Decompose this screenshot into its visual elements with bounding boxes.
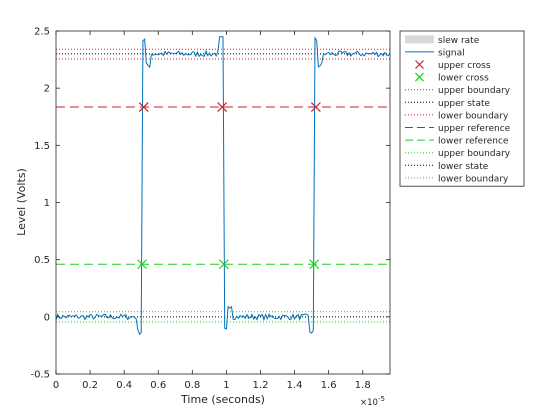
legend-label: upper state bbox=[438, 99, 490, 109]
x-tick-label: 1.4 bbox=[287, 380, 303, 391]
legend: slew rate signal upper cross lower cross upp… bbox=[399, 30, 525, 187]
x-tick-label: 1.2 bbox=[253, 380, 269, 391]
y-axis-label: Level (Volts) bbox=[15, 168, 28, 236]
legend-label: signal bbox=[438, 48, 465, 58]
legend-item: lower boundary bbox=[405, 174, 509, 184]
legend-item: lower reference bbox=[405, 137, 509, 147]
x-tick-label: 0.2 bbox=[82, 380, 98, 391]
upper-cross-marker bbox=[138, 102, 149, 112]
upper-cross-marker bbox=[217, 102, 228, 112]
legend-label: lower boundary bbox=[438, 174, 509, 184]
x-tick-label: 0.8 bbox=[184, 380, 200, 391]
legend-label: upper boundary bbox=[438, 149, 511, 159]
legend-swatch bbox=[415, 72, 424, 82]
plot-area bbox=[56, 36, 390, 336]
lower-cross-marker bbox=[309, 259, 320, 270]
x-tick-label: 0.4 bbox=[116, 380, 132, 391]
lower-cross-marker bbox=[218, 259, 229, 270]
legend-label: lower cross bbox=[438, 74, 489, 84]
legend-label: lower state bbox=[438, 162, 489, 172]
legend-item: upper state bbox=[405, 99, 490, 109]
y-tick-label: 0 bbox=[44, 312, 50, 323]
legend-item: lower boundary bbox=[405, 111, 509, 121]
legend-item: upper cross bbox=[415, 60, 491, 71]
x-tick-label: 1.6 bbox=[321, 380, 337, 391]
x-tick-label: 1 bbox=[223, 380, 229, 391]
legend-swatch bbox=[405, 35, 434, 44]
legend-box bbox=[399, 30, 525, 187]
legend-item: lower cross bbox=[415, 72, 489, 84]
legend-item: upper boundary bbox=[405, 86, 511, 96]
legend-label: upper boundary bbox=[438, 86, 511, 96]
legend-label: upper reference bbox=[438, 124, 511, 134]
x-tick-label: 0.6 bbox=[150, 380, 166, 391]
legend-label: slew rate bbox=[438, 36, 480, 46]
y-tick-label: 1.5 bbox=[34, 141, 50, 152]
legend-item: slew rate bbox=[405, 35, 480, 46]
upper-cross-marker bbox=[310, 102, 321, 112]
x-tick-label: 1.8 bbox=[355, 380, 371, 391]
y-tick-label: -0.5 bbox=[30, 370, 50, 381]
signal-line bbox=[56, 36, 390, 336]
legend-item: upper boundary bbox=[405, 149, 511, 159]
axes: 0 0.2 0.4 0.6 0.8 1 1.2 1.4 1.6 1.8-0.500.511.522… bbox=[30, 27, 391, 391]
legend-label: upper cross bbox=[438, 61, 491, 71]
y-tick-label: 2.5 bbox=[34, 27, 50, 38]
lower-cross-marker bbox=[137, 259, 147, 270]
x-axis-label: Time (seconds) bbox=[180, 393, 265, 406]
x-axis-exponent-power: -5 bbox=[378, 395, 385, 403]
legend-item: upper reference bbox=[405, 124, 511, 134]
x-tick-label: 0 bbox=[53, 380, 59, 391]
legend-item: lower state bbox=[405, 162, 489, 172]
legend-item: signal bbox=[405, 48, 465, 58]
x-axis-exponent: ×10-5 bbox=[360, 395, 385, 408]
legend-swatch bbox=[415, 60, 424, 69]
y-tick-label: 1 bbox=[44, 198, 50, 209]
legend-label: lower reference bbox=[438, 137, 509, 147]
y-tick-label: 2 bbox=[44, 84, 50, 95]
y-tick-label: 0.5 bbox=[34, 255, 50, 266]
legend-label: lower boundary bbox=[438, 111, 509, 121]
